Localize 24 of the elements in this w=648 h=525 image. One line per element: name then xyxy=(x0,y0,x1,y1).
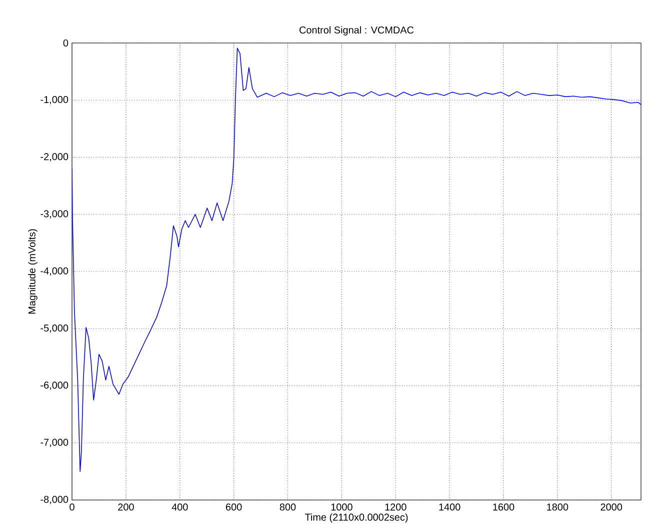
y-axis-title: Magnitude (mVolts) xyxy=(28,229,38,314)
x-tick-label: 1000 xyxy=(331,504,352,511)
x-tick-label: 0 xyxy=(70,504,74,511)
x-tick-label: 600 xyxy=(226,504,242,511)
y-tick-label: -3,000 xyxy=(40,210,68,218)
x-tick-label: 2000 xyxy=(600,504,622,511)
x-tick-label: 1200 xyxy=(385,504,406,511)
y-tick-label: -2,000 xyxy=(40,153,68,162)
y-tick-label: -6,000 xyxy=(40,382,68,390)
y-tick-label: -1,000 xyxy=(40,96,68,104)
line-series xyxy=(72,48,642,472)
y-tick-label: -7,000 xyxy=(40,438,68,447)
chart-title: Control Signal : VCMDAC xyxy=(300,26,414,36)
y-tick-label: 0 xyxy=(63,39,68,47)
x-tick-label: 800 xyxy=(280,504,296,511)
x-tick-label: 200 xyxy=(118,504,134,511)
x-tick-label: 400 xyxy=(172,504,188,511)
x-tick-label: 1800 xyxy=(547,504,568,511)
x-axis-title: Time (2110x0.0002sec) xyxy=(304,513,408,523)
y-tick-label: -5,000 xyxy=(40,324,68,333)
x-tick-label: 1600 xyxy=(493,504,514,511)
y-tick-label: -4,000 xyxy=(40,267,68,276)
y-tick-label: -8,000 xyxy=(40,496,68,504)
x-tick-label: 1400 xyxy=(439,504,460,511)
